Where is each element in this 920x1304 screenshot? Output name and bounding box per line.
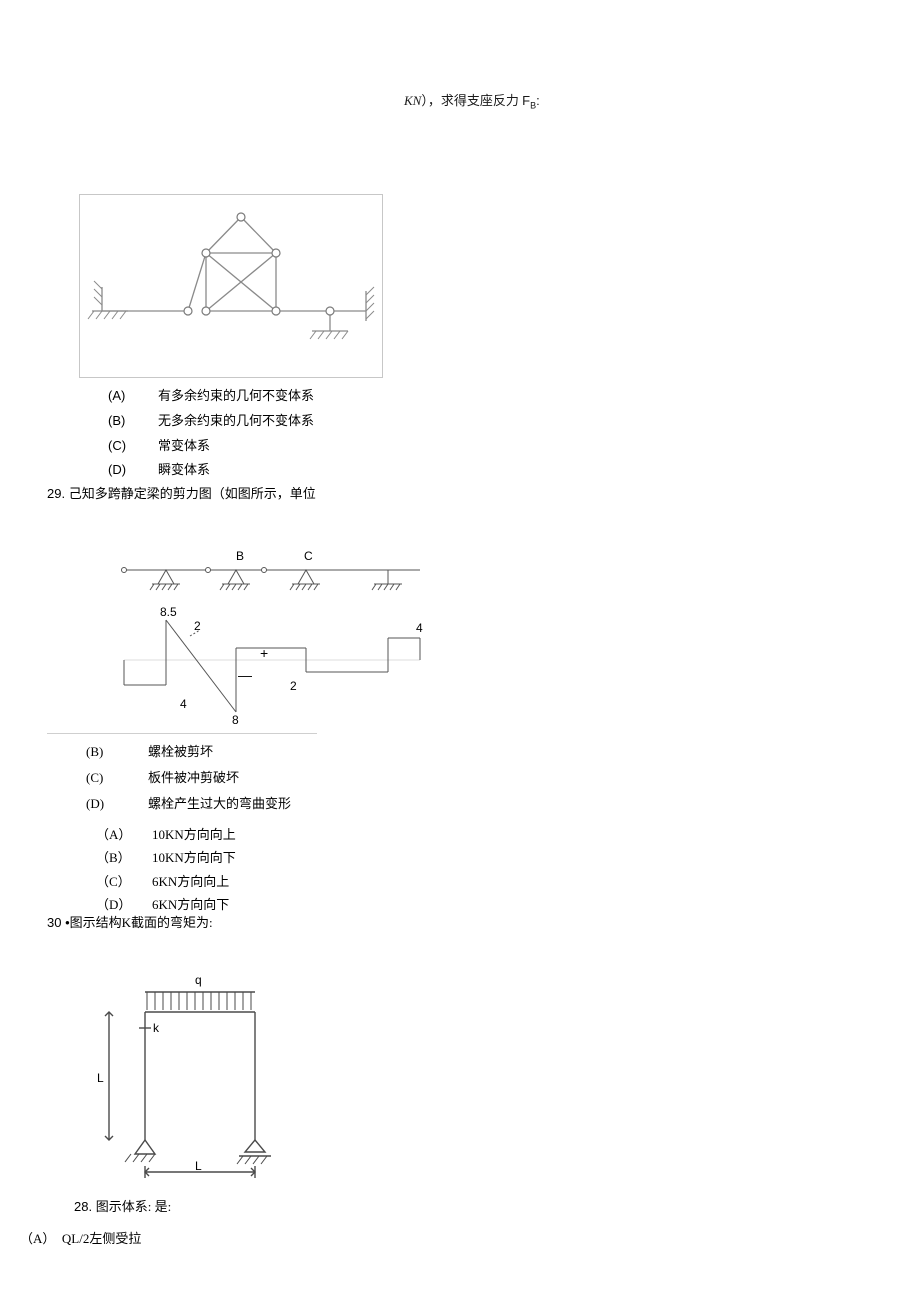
label-k: k — [153, 1021, 160, 1035]
divider — [47, 733, 317, 734]
q-number: 30 — [47, 915, 61, 930]
option-label: (D) — [86, 792, 148, 816]
option-label: (B) — [108, 411, 158, 432]
label-L-vert: L — [97, 1071, 104, 1085]
label-4a: 4 — [180, 697, 187, 711]
option-label: （A） — [96, 824, 152, 845]
label-plus: + — [260, 645, 268, 661]
q-text: 图示结构K截面的弯矩为: — [70, 915, 213, 930]
option-label: (D) — [108, 460, 158, 481]
option-label: （B） — [96, 847, 152, 868]
option-row: (A) 有多余约束的几何不变体系 — [108, 386, 314, 407]
symbol-F: F — [522, 93, 530, 108]
option-row: (B) 无多余约束的几何不变体系 — [108, 411, 314, 432]
label-8: 8 — [232, 713, 239, 727]
option-label: (C) — [108, 436, 158, 457]
label-minus: — — [238, 667, 252, 683]
option-text: 有多余约束的几何不变体系 — [158, 386, 314, 407]
option-text: QL/2左侧受拉 — [62, 1231, 141, 1246]
header-colon: : — [536, 93, 540, 108]
option-text: 无多余约束的几何不变体系 — [158, 411, 314, 432]
q-text: 己知多跨静定梁的剪力图（如图所示，单位 — [69, 486, 316, 501]
option-row: (C) 板件被冲剪破坏 — [86, 766, 291, 790]
option-row: （A） 10KN方向向上 — [96, 824, 236, 845]
q30-option-A: （A） QL/2左侧受拉 — [20, 1228, 141, 1247]
label-8.5: 8.5 — [160, 605, 177, 619]
option-text: 板件被冲剪破坏 — [148, 766, 239, 790]
option-label: (B) — [86, 740, 148, 764]
q-text: 图示体系: 是: — [96, 1199, 171, 1214]
option-row: (D) 瞬变体系 — [108, 460, 314, 481]
label-C: C — [304, 549, 313, 563]
option-text: 常变体系 — [158, 436, 210, 457]
figure-shear-diagram: B C 8.5 2 + — 4 8 2 4 — [120, 540, 430, 730]
failure-options-list: (B) 螺栓被剪坏 (C) 板件被冲剪破坏 (D) 螺栓产生过大的弯曲变形 — [86, 740, 291, 818]
option-text: 6KN方向向上 — [152, 871, 229, 892]
option-text: 10KN方向向下 — [152, 847, 236, 868]
option-label: （A） — [20, 1231, 55, 1246]
figure-truss — [79, 194, 383, 378]
q-number: 29. — [47, 486, 65, 501]
label-4b: 4 — [416, 621, 423, 635]
option-text: 瞬变体系 — [158, 460, 210, 481]
question-28: 28. 图示体系: 是: — [74, 1196, 171, 1215]
label-q: q — [195, 973, 202, 987]
question-29: 29. 己知多跨静定梁的剪力图（如图所示，单位 — [47, 483, 316, 502]
label-2a: 2 — [194, 619, 201, 633]
header-fragment: KN），求得支座反力 FB: — [404, 90, 540, 111]
option-row: （B） 10KN方向向下 — [96, 847, 236, 868]
option-text: 10KN方向向上 — [152, 824, 236, 845]
option-row: (D) 螺栓产生过大的弯曲变形 — [86, 792, 291, 816]
option-row: （C） 6KN方向向上 — [96, 871, 236, 892]
question-30: 30 •图示结构K截面的弯矩为: — [47, 912, 213, 931]
kn-italic: KN — [404, 93, 421, 108]
label-B: B — [236, 549, 244, 563]
header-text: ），求得支座反力 — [421, 93, 519, 108]
q-number: 28. — [74, 1199, 92, 1214]
option-text: 螺栓产生过大的弯曲变形 — [148, 792, 291, 816]
option-text: 螺栓被剪坏 — [148, 740, 213, 764]
option-label: (A) — [108, 386, 158, 407]
fb-answers-list: （A） 10KN方向向上 （B） 10KN方向向下 （C） 6KN方向向上 （D… — [96, 824, 236, 918]
q28-options-list: (A) 有多余约束的几何不变体系 (B) 无多余约束的几何不变体系 (C) 常变… — [108, 386, 314, 485]
label-L-horiz: L — [195, 1159, 202, 1173]
label-2b: 2 — [290, 679, 297, 693]
figure-frame: q k L L — [95, 970, 295, 1185]
option-label: （C） — [96, 871, 152, 892]
option-label: (C) — [86, 766, 148, 790]
option-row: (B) 螺栓被剪坏 — [86, 740, 291, 764]
option-row: (C) 常变体系 — [108, 436, 314, 457]
